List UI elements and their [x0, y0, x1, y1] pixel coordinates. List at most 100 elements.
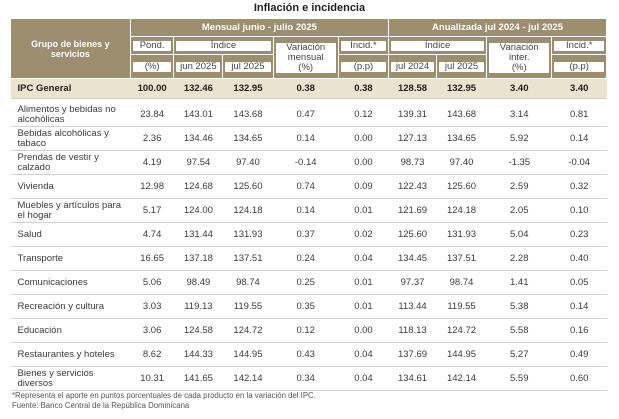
- group-header: Grupo de bienes y servicios: [10, 18, 131, 79]
- cell-jun: 98.49: [173, 270, 223, 295]
- cell-inc-a: 0.10: [551, 198, 607, 223]
- cell-jul25: 142.14: [436, 366, 487, 391]
- cell-jul: 98.74: [222, 270, 274, 295]
- row-label: Bebidas alcohólicas y tabaco: [10, 126, 131, 151]
- monthly-variation-label: Variación mensual (%): [275, 42, 336, 73]
- cell-jul: 134.65: [222, 126, 274, 151]
- row-label: Muebles y artículos para el hogar: [10, 198, 131, 223]
- cell-jul: 97.40: [222, 150, 274, 175]
- cell-inc-a: 0.60: [551, 366, 607, 391]
- cell-pond: 5.06: [130, 270, 174, 295]
- cell-jul25: 137.51: [436, 246, 487, 271]
- cell-var-a: 5.04: [486, 222, 552, 247]
- cell-inc-a: 0.23: [551, 222, 607, 247]
- cell-inc-m: 0.04: [338, 246, 389, 271]
- cell-jul: 125.60: [222, 174, 274, 199]
- cell-inc-a: -0.04: [551, 150, 607, 175]
- monthly-variation-header: Variación mensual (%): [272, 36, 339, 79]
- jul-2024-header: jul 2024: [388, 54, 437, 79]
- table-row: Vivienda 12.98 124.68 125.60 0.74 0.09 122.43 1…: [10, 174, 607, 199]
- cell-jul24: 137.69: [388, 342, 437, 367]
- cell-pond: 3.03: [130, 294, 174, 319]
- cell-jul24: 134.45: [388, 246, 437, 271]
- cell-inc-a: 0.05: [551, 270, 607, 295]
- cell-inc-a: 0.81: [551, 103, 607, 127]
- cell-jul24: 98.73: [388, 150, 437, 175]
- cell-inc-a: 0.14: [551, 126, 607, 151]
- table-row-general: IPC General 100.00 132.46 132.95 0.38 0.38 128…: [10, 78, 607, 99]
- cell-pond: 5.17: [130, 198, 174, 223]
- cell-jun: 143.01: [173, 103, 223, 127]
- cell-var-m: 0.24: [273, 246, 339, 271]
- cell-pond: 12.98: [130, 174, 174, 199]
- cell-jul25: 97.40: [436, 150, 487, 175]
- cell-jun: 131.44: [173, 222, 223, 247]
- cell-var-m: 0.34: [273, 366, 339, 391]
- annual-incid-label: Incid.*: [554, 40, 604, 51]
- row-label: Transporte: [10, 246, 131, 271]
- cell-jun: 124.58: [173, 318, 223, 343]
- cell-jul25: 124.18: [436, 198, 487, 223]
- cell-var-m: 0.37: [273, 222, 339, 247]
- cell-jun: 144.33: [173, 342, 223, 367]
- cell-jul: 124.18: [222, 198, 274, 223]
- cell-jul24: 127.13: [388, 126, 437, 151]
- cell-var-a: 5.92: [486, 126, 552, 151]
- cell-jul: 143.68: [222, 103, 274, 127]
- cell-var-a: 5.27: [486, 342, 552, 367]
- cell-jul25: 124.72: [436, 318, 487, 343]
- table-row: Transporte 16.65 137.18 137.51 0.24 0.04 134.4…: [10, 246, 607, 271]
- cell-jul24: 122.43: [388, 174, 437, 199]
- cell-var-m: 0.25: [273, 270, 339, 295]
- cell-jul: 119.55: [222, 294, 274, 319]
- cell-inc-a: 0.16: [551, 318, 607, 343]
- var-mensual-unit: (%): [275, 62, 336, 73]
- table-row: Recreación y cultura 3.03 119.13 119.55 0.35…: [10, 294, 607, 319]
- cell-pond: 4.74: [130, 222, 174, 247]
- monthly-incid-header: Incid.*: [337, 36, 390, 55]
- cell-jul25: 119.55: [436, 294, 487, 319]
- cell-inc-m: 0.12: [338, 103, 389, 127]
- cell-inc-a: 3.40: [551, 78, 607, 99]
- cell-inc-a: 0.14: [551, 294, 607, 319]
- row-label: Restaurantes y hoteles: [10, 342, 131, 367]
- cell-inc-m: 0.09: [338, 174, 389, 199]
- annual-header: Anualizada jul 2024 - jul 2025: [388, 18, 607, 37]
- source-note: Fuente: Banco Central de la República Do…: [12, 400, 190, 410]
- cell-inc-m: 0.00: [338, 318, 389, 343]
- cell-pond: 23.84: [130, 103, 174, 127]
- cell-jul24: 97.37: [388, 270, 437, 295]
- cell-jun: 97.54: [173, 150, 223, 175]
- header-row-2: Pond. Índice Variación mensual (%) Incid.…: [11, 36, 607, 79]
- jul-2025-annual-header: jul 2025: [435, 54, 488, 79]
- row-label: Bienes y servicios diversos: [10, 366, 131, 391]
- notes: *Representa el aporte en puntos porcentu…: [12, 391, 316, 410]
- cell-var-m: 0.12: [273, 318, 339, 343]
- var-mensual-text: Variación mensual: [275, 42, 336, 63]
- cell-inc-m: 0.02: [338, 222, 389, 247]
- cell-jul25: 125.60: [436, 174, 487, 199]
- cell-jul25: 144.95: [436, 342, 487, 367]
- cell-var-m: 0.14: [273, 126, 339, 151]
- header-row-1: Grupo de bienes y servicios Mensual juni…: [10, 18, 607, 79]
- cell-var-m: 0.38: [273, 78, 339, 99]
- cell-pond: 16.65: [130, 246, 174, 271]
- cell-pond: 10.31: [130, 366, 174, 391]
- cell-jul24: 134.61: [388, 366, 437, 391]
- jul-2025-header: jul 2025: [222, 54, 274, 79]
- var-inter-text: Variación inter.: [489, 42, 550, 63]
- annual-index-header: Índice: [388, 36, 488, 55]
- cell-var-a: 3.14: [486, 103, 552, 127]
- cell-var-m: -0.14: [273, 150, 339, 175]
- cell-jul25: 98.74: [436, 270, 487, 295]
- cell-var-a: 2.59: [486, 174, 552, 199]
- cell-jul25: 134.65: [436, 126, 487, 151]
- row-label: IPC General: [10, 78, 131, 99]
- row-label: Salud: [10, 222, 131, 247]
- jul-2025-label: jul 2025: [225, 61, 271, 72]
- monthly-incid-unit: (p.p): [340, 61, 387, 72]
- row-label: Alimentos y bebidas no alcohólicas: [10, 103, 131, 127]
- pond-unit-header: (%): [129, 54, 175, 79]
- cell-jul24: 128.58: [388, 78, 437, 99]
